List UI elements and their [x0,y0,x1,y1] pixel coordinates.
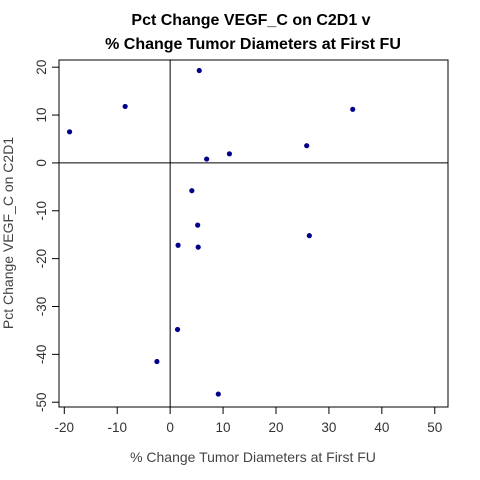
y-tick-label: -40 [34,345,49,365]
x-tick-label: 0 [166,420,174,435]
y-axis-label: Pct Change VEGF_C on C2D1 [0,137,16,329]
y-tick-label: -10 [34,201,49,221]
y-tick-label: 20 [34,60,49,75]
data-point [204,156,210,162]
data-point [350,106,356,112]
data-point [175,242,181,248]
chart-title-line-1: Pct Change VEGF_C on C2D1 v [131,12,370,29]
x-axis-label: % Change Tumor Diameters at First FU [130,449,376,465]
y-tick-label: 0 [34,159,49,167]
data-point [154,358,160,365]
x-tick-label: 30 [321,420,336,435]
data-point [196,67,202,74]
y-tick-label: -20 [34,249,49,269]
y-tick-label: -30 [34,297,49,317]
y-tick-label: 10 [34,108,49,123]
y-axis: -50 -40 -30 -20 -10 0 10 20 [34,60,59,412]
data-point [195,244,201,250]
x-tick-label: 40 [374,420,389,435]
data-point [189,188,195,194]
x-tick-label: 10 [216,420,231,435]
data-points [66,67,356,397]
x-tick-label: 50 [427,420,442,435]
data-point [306,233,312,239]
chart-title-line-2: % Change Tumor Diameters at First FU [105,36,401,53]
data-point [66,129,73,135]
x-tick-label: -20 [55,420,75,435]
data-point [304,143,310,149]
plot-frame [58,59,449,408]
data-point [215,391,221,397]
data-point [174,326,181,333]
data-point [195,222,201,228]
data-point [122,103,128,110]
x-tick-label: 20 [268,420,283,435]
data-point [226,151,233,157]
x-axis: -20 -10 0 10 20 30 40 50 [55,407,442,435]
y-tick-label: -50 [34,392,49,412]
x-tick-label: -10 [107,420,127,435]
